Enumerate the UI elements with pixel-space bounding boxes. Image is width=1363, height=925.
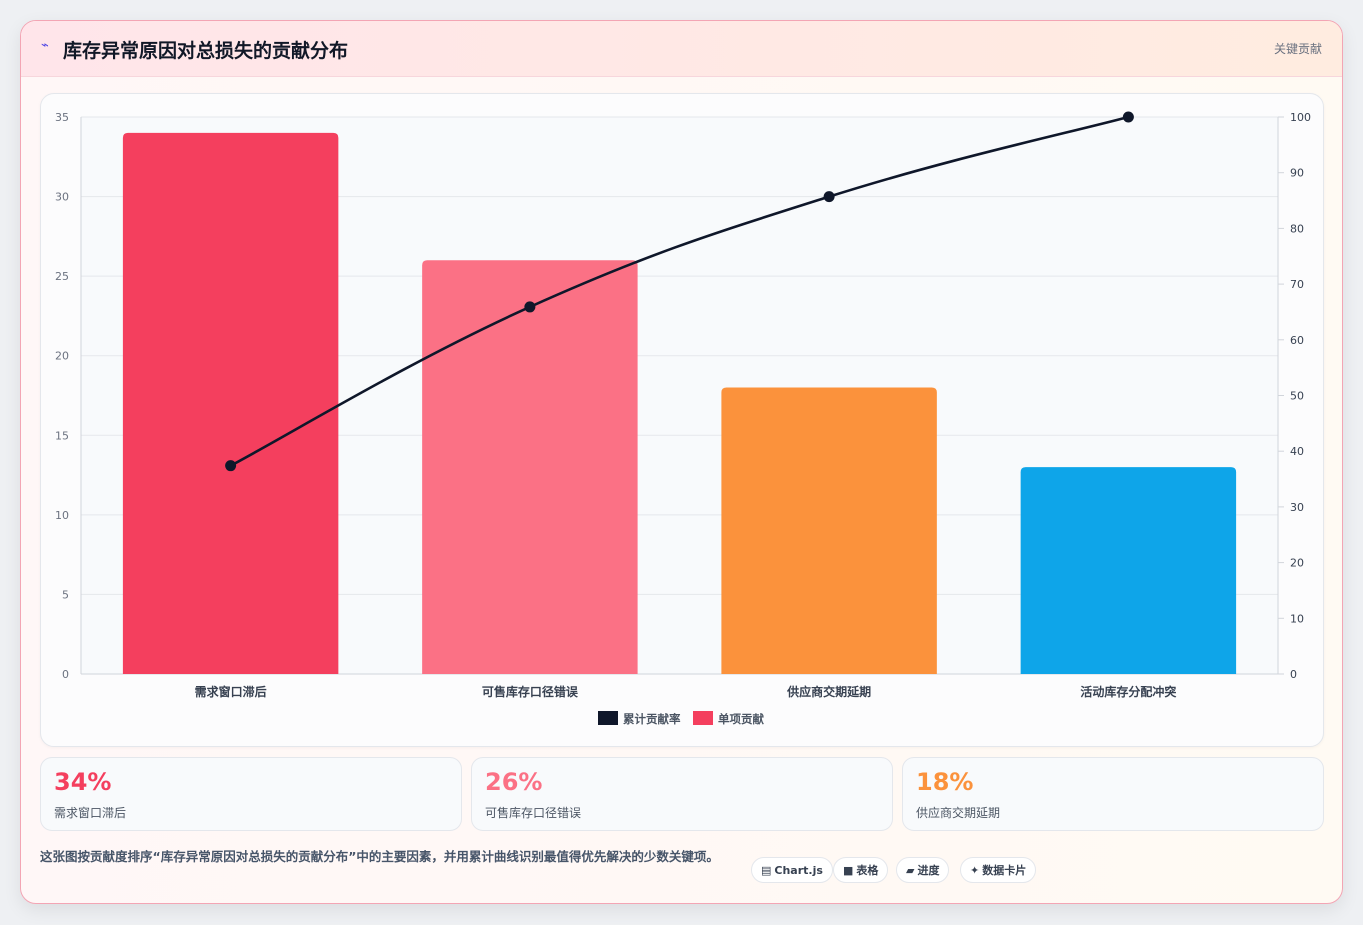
stat-value: 26%	[485, 768, 543, 796]
stat-label: 供应商交期延期	[916, 806, 1001, 820]
pill-data-cards[interactable]: ✦ 数据卡片	[960, 857, 1037, 883]
lightning-icon: ⌁	[41, 38, 49, 53]
card-title: 库存异常原因对总损失的贡献分布	[63, 40, 349, 62]
pill-label: Chart.js	[774, 863, 823, 877]
stat-card-3: 18% 供应商交期延期	[902, 757, 1324, 831]
legend-label-cumulative: 累计贡献率	[623, 712, 681, 726]
y-right-tick-label: 60	[1290, 334, 1304, 347]
y-left-tick-label: 25	[55, 270, 69, 283]
y-left-tick-label: 15	[55, 429, 69, 442]
cumulative-line	[230, 115, 1129, 467]
pill-label: 表格	[856, 864, 879, 877]
y-left-tick-label: 35	[55, 111, 69, 124]
card-header: ⌁ 库存异常原因对总损失的贡献分布 关键贡献	[21, 21, 1342, 77]
y-right-tick-label: 40	[1290, 445, 1304, 458]
bar	[721, 387, 937, 674]
stat-card-2: 26% 可售库存口径错误	[471, 757, 893, 831]
chart-description: 这张图按贡献度排序“库存异常原因对总损失的贡献分布”中的主要因素，并用累计曲线识…	[40, 849, 719, 864]
y-right-tick-label: 80	[1290, 222, 1304, 235]
chart-card: ⌁ 库存异常原因对总损失的贡献分布 关键贡献 0 5 10 15 20 25 30 35 0 10…	[20, 20, 1343, 904]
progress-icon: ▰	[906, 863, 915, 877]
y-left-tick-label: 30	[55, 191, 69, 204]
cumulative-point	[524, 301, 536, 313]
pill-chartjs[interactable]: ▤ Chart.js	[751, 857, 833, 883]
sparkle-icon: ✦	[970, 863, 980, 877]
cumulative-point	[823, 191, 835, 203]
x-tick-label: 可售库存口径错误	[482, 684, 579, 699]
y-right-tick-label: 0	[1290, 668, 1297, 681]
y-left-tick-label: 10	[55, 509, 69, 522]
chart-icon: ▤	[761, 863, 772, 877]
cumulative-point	[1122, 111, 1134, 123]
bar	[422, 260, 638, 674]
y-right-tick-label: 90	[1290, 167, 1304, 180]
chart-panel: 0 5 10 15 20 25 30 35 0 10 20 30 40 50 60 70 80 90 100 需求窗口…	[40, 93, 1324, 747]
x-tick-label: 需求窗口滞后	[195, 684, 267, 699]
pill-progress[interactable]: ▰ 进度	[896, 857, 950, 883]
x-tick-label: 供应商交期延期	[786, 684, 871, 699]
y-right-tick-label: 30	[1290, 501, 1304, 514]
stat-value: 34%	[54, 768, 112, 796]
y-right-tick-label: 20	[1290, 557, 1304, 570]
stat-value: 18%	[916, 768, 974, 796]
y-right-tick-label: 50	[1290, 390, 1304, 403]
legend-swatch-cumulative	[598, 711, 618, 725]
stat-label: 可售库存口径错误	[485, 806, 582, 820]
pareto-chart: 0 5 10 15 20 25 30 35 0 10 20 30 40 50 60 70 80 90 100 需求窗口…	[55, 111, 1311, 726]
legend-label-bars: 单项贡献	[718, 712, 764, 726]
pill-label: 进度	[917, 864, 940, 877]
header-badge: 关键贡献	[1273, 42, 1322, 56]
stat-card-1: 34% 需求窗口滞后	[40, 757, 462, 831]
pill-label: 数据卡片	[982, 864, 1027, 877]
y-right-tick-label: 10	[1290, 612, 1304, 625]
pill-table[interactable]: ■ 表格	[833, 857, 889, 883]
x-tick-label: 活动库存分配冲突	[1080, 684, 1176, 699]
bar	[122, 132, 339, 674]
bar	[1020, 467, 1237, 674]
y-left-tick-label: 5	[62, 588, 69, 601]
y-left-tick-label: 20	[55, 350, 69, 363]
y-right-tick-label: 70	[1290, 278, 1304, 291]
y-right-tick-label: 100	[1290, 111, 1311, 124]
legend-swatch-bars	[693, 711, 713, 725]
cumulative-point	[225, 460, 237, 472]
stat-label: 需求窗口滞后	[54, 806, 127, 820]
table-icon: ■	[843, 863, 854, 877]
y-left-tick-label: 0	[62, 668, 69, 681]
